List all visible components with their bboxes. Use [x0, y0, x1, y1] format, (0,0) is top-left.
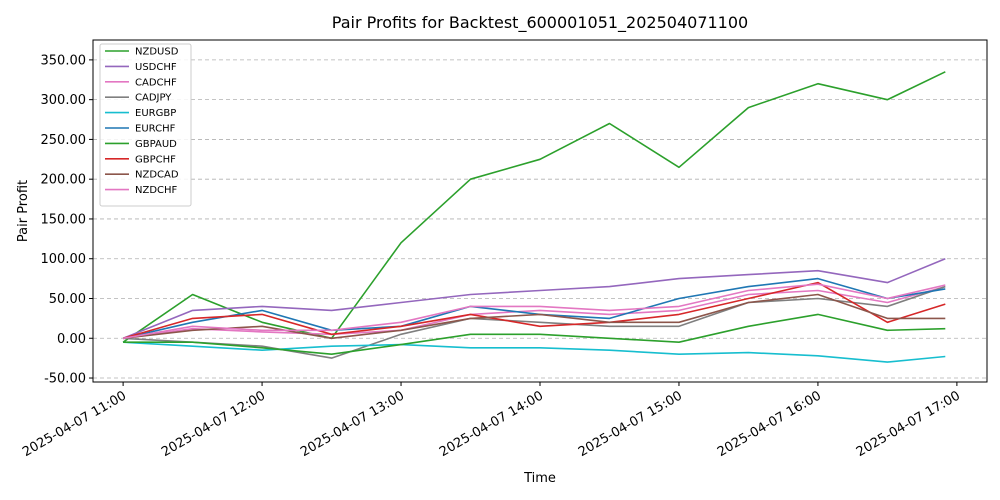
- x-tick-label: 2025-04-07 15:00: [576, 388, 685, 460]
- legend-label: GBPCHF: [135, 154, 176, 165]
- series-line-cadchf: [122, 285, 946, 340]
- legend-label: NZDUSD: [135, 47, 179, 58]
- x-tick-label: 2025-04-07 14:00: [437, 388, 546, 460]
- x-tick-label: 2025-04-07 17:00: [854, 388, 963, 460]
- x-tick-label: 2025-04-07 12:00: [159, 388, 268, 460]
- x-tick-label: 2025-04-07 11:00: [20, 388, 129, 460]
- x-tick-label: 2025-04-07 16:00: [715, 388, 824, 460]
- series-line-nzdcad: [123, 293, 946, 340]
- y-tick-label: 200.00: [41, 173, 87, 188]
- series-line-nzdusd: [122, 71, 946, 343]
- legend-label: EURGBP: [135, 108, 176, 119]
- legend-label: USDCHF: [135, 62, 177, 73]
- y-tick-label: 50.00: [49, 292, 86, 307]
- legend-label: EURCHF: [135, 124, 176, 135]
- series-line-usdchf: [122, 257, 946, 340]
- legend-box: [99, 43, 192, 207]
- legend-label: NZDCHF: [135, 185, 178, 196]
- legend-label: CADJPY: [135, 93, 172, 104]
- y-axis-label: Pair Profit: [16, 180, 31, 242]
- y-tick-label: 0.00: [57, 332, 86, 347]
- series-line-nzdchf: [122, 283, 946, 340]
- legend-label: GBPAUD: [135, 139, 177, 150]
- x-axis-label: Time: [523, 471, 556, 486]
- legend-label: NZDCAD: [135, 170, 179, 181]
- series-line-gbpchf: [122, 281, 946, 340]
- y-tick-label: -50.00: [44, 372, 86, 387]
- x-tick-label: 2025-04-07 13:00: [298, 388, 407, 460]
- y-tick-label: 350.00: [41, 53, 87, 68]
- series-line-cadjpy: [123, 285, 946, 359]
- x-axis-ticks: 2025-04-07 11:00 2025-04-07 12:00 2025-04-…: [20, 382, 963, 460]
- series-line-gbpaud: [123, 313, 946, 356]
- y-tick-label: 250.00: [41, 133, 87, 148]
- y-tick-label: 300.00: [41, 93, 87, 108]
- legend: NZDUSD USDCHF CADCHF CADJPY EURGBP EURCHF GBPA…: [99, 43, 192, 207]
- y-axis-ticks: -50.00 0.00 50.00 100.00 150.00 200.00 250.00 3…: [41, 53, 93, 387]
- grid-lines: [93, 59, 987, 379]
- legend-label: CADCHF: [135, 77, 177, 88]
- y-tick-label: 100.00: [41, 252, 87, 267]
- chart-title: Pair Profits for Backtest_600001051_2025…: [332, 13, 748, 33]
- series-line-eurgbp: [123, 341, 946, 363]
- y-tick-label: 150.00: [41, 212, 87, 227]
- series-lines: [122, 71, 946, 363]
